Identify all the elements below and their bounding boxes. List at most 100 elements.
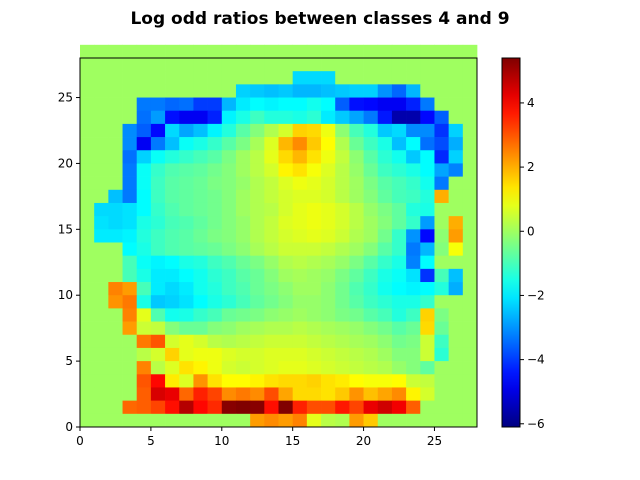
heatmap-cell bbox=[420, 216, 435, 230]
heatmap-cell bbox=[122, 189, 138, 204]
heatmap-cell bbox=[264, 189, 279, 204]
heatmap-cell bbox=[406, 242, 421, 257]
heatmap-cell bbox=[108, 150, 123, 164]
heatmap-cell bbox=[391, 321, 407, 336]
heatmap-cell bbox=[136, 374, 152, 388]
heatmap-cell bbox=[420, 255, 435, 270]
heatmap-cell bbox=[264, 282, 279, 296]
heatmap-cell bbox=[165, 123, 180, 138]
heatmap-cell bbox=[193, 242, 208, 257]
heatmap-cell bbox=[448, 374, 464, 388]
heatmap-cell bbox=[122, 308, 138, 322]
heatmap-cell bbox=[94, 374, 109, 388]
heatmap-cell bbox=[250, 163, 265, 177]
heatmap-cell bbox=[278, 176, 294, 191]
heatmap-cell bbox=[235, 137, 251, 151]
heatmap-cell bbox=[94, 361, 109, 375]
heatmap-cell bbox=[94, 123, 109, 138]
heatmap-cell bbox=[207, 163, 223, 177]
heatmap-cell bbox=[207, 150, 223, 164]
heatmap-cell bbox=[321, 282, 336, 296]
heatmap-cell bbox=[391, 282, 407, 296]
heatmap-cell bbox=[434, 202, 449, 217]
heatmap-cell bbox=[193, 84, 208, 98]
heatmap-cell bbox=[321, 229, 336, 243]
heatmap-cell bbox=[278, 282, 294, 296]
heatmap-cell bbox=[391, 110, 407, 125]
heatmap-cell bbox=[321, 150, 336, 164]
heatmap-cell bbox=[363, 137, 379, 151]
heatmap-cell bbox=[448, 413, 464, 428]
heatmap-cell bbox=[179, 58, 194, 72]
heatmap-cell bbox=[264, 255, 279, 270]
heatmap-cell bbox=[448, 71, 464, 85]
heatmap-cell bbox=[363, 163, 379, 177]
heatmap-cell bbox=[94, 282, 109, 296]
heatmap-cell bbox=[235, 400, 251, 415]
heatmap-cell bbox=[94, 229, 109, 243]
heatmap-cell bbox=[349, 334, 364, 349]
heatmap-cell bbox=[406, 308, 421, 322]
heatmap-cell bbox=[391, 44, 407, 59]
heatmap-cell bbox=[349, 123, 364, 138]
heatmap-cell bbox=[321, 189, 336, 204]
heatmap-cell bbox=[235, 387, 251, 401]
heatmap-cell bbox=[94, 110, 109, 125]
heatmap-cell bbox=[306, 150, 322, 164]
heatmap-cell bbox=[278, 361, 294, 375]
heatmap-cell bbox=[136, 255, 152, 270]
heatmap-cell bbox=[235, 361, 251, 375]
heatmap-cell bbox=[335, 163, 350, 177]
heatmap-cell bbox=[235, 255, 251, 270]
heatmap-cell bbox=[235, 295, 251, 309]
heatmap-cell bbox=[306, 176, 322, 191]
heatmap-cell bbox=[207, 255, 223, 270]
heatmap-cell bbox=[207, 176, 223, 191]
heatmap-cell bbox=[306, 308, 322, 322]
heatmap-cell bbox=[193, 308, 208, 322]
heatmap-cell bbox=[406, 282, 421, 296]
heatmap-cell bbox=[193, 189, 208, 204]
heatmap-cell bbox=[80, 282, 95, 296]
heatmap-cell bbox=[335, 347, 350, 362]
heatmap-cell bbox=[207, 400, 223, 415]
heatmap-cell bbox=[221, 242, 237, 257]
heatmap-cell bbox=[108, 295, 123, 309]
heatmap-cell bbox=[292, 176, 308, 191]
heatmap-cell bbox=[94, 150, 109, 164]
heatmap-cell bbox=[363, 242, 379, 257]
heatmap-cell bbox=[406, 58, 421, 72]
heatmap-cell bbox=[391, 242, 407, 257]
heatmap-cell bbox=[150, 189, 166, 204]
heatmap-cell bbox=[349, 137, 364, 151]
heatmap-cell bbox=[80, 361, 95, 375]
heatmap-cell bbox=[391, 97, 407, 112]
heatmap-cell bbox=[278, 242, 294, 257]
heatmap-cell bbox=[306, 58, 322, 72]
heatmap-cell bbox=[165, 216, 180, 230]
heatmap-cell bbox=[94, 189, 109, 204]
heatmap-cell bbox=[448, 321, 464, 336]
colorbar-tick-label: 4 bbox=[527, 96, 535, 110]
heatmap-cell bbox=[193, 361, 208, 375]
heatmap-cell bbox=[136, 413, 152, 428]
heatmap-cell bbox=[193, 347, 208, 362]
heatmap-cell bbox=[179, 387, 194, 401]
heatmap-cell bbox=[264, 137, 279, 151]
heatmap-cell bbox=[193, 374, 208, 388]
heatmap-cell bbox=[235, 242, 251, 257]
heatmap-cell bbox=[108, 44, 123, 59]
heatmap-cell bbox=[377, 110, 393, 125]
heatmap-cell bbox=[448, 347, 464, 362]
heatmap-cell bbox=[150, 282, 166, 296]
heatmap-cell bbox=[250, 347, 265, 362]
heatmap-cell bbox=[108, 110, 123, 125]
heatmap-cell bbox=[165, 189, 180, 204]
heatmap-cell bbox=[250, 71, 265, 85]
heatmap-cell bbox=[264, 123, 279, 138]
heatmap-cell bbox=[221, 110, 237, 125]
heatmap-cell bbox=[235, 282, 251, 296]
colorbar-tick-label: 2 bbox=[527, 160, 535, 174]
x-tick-label: 15 bbox=[285, 434, 300, 448]
heatmap-cell bbox=[391, 58, 407, 72]
